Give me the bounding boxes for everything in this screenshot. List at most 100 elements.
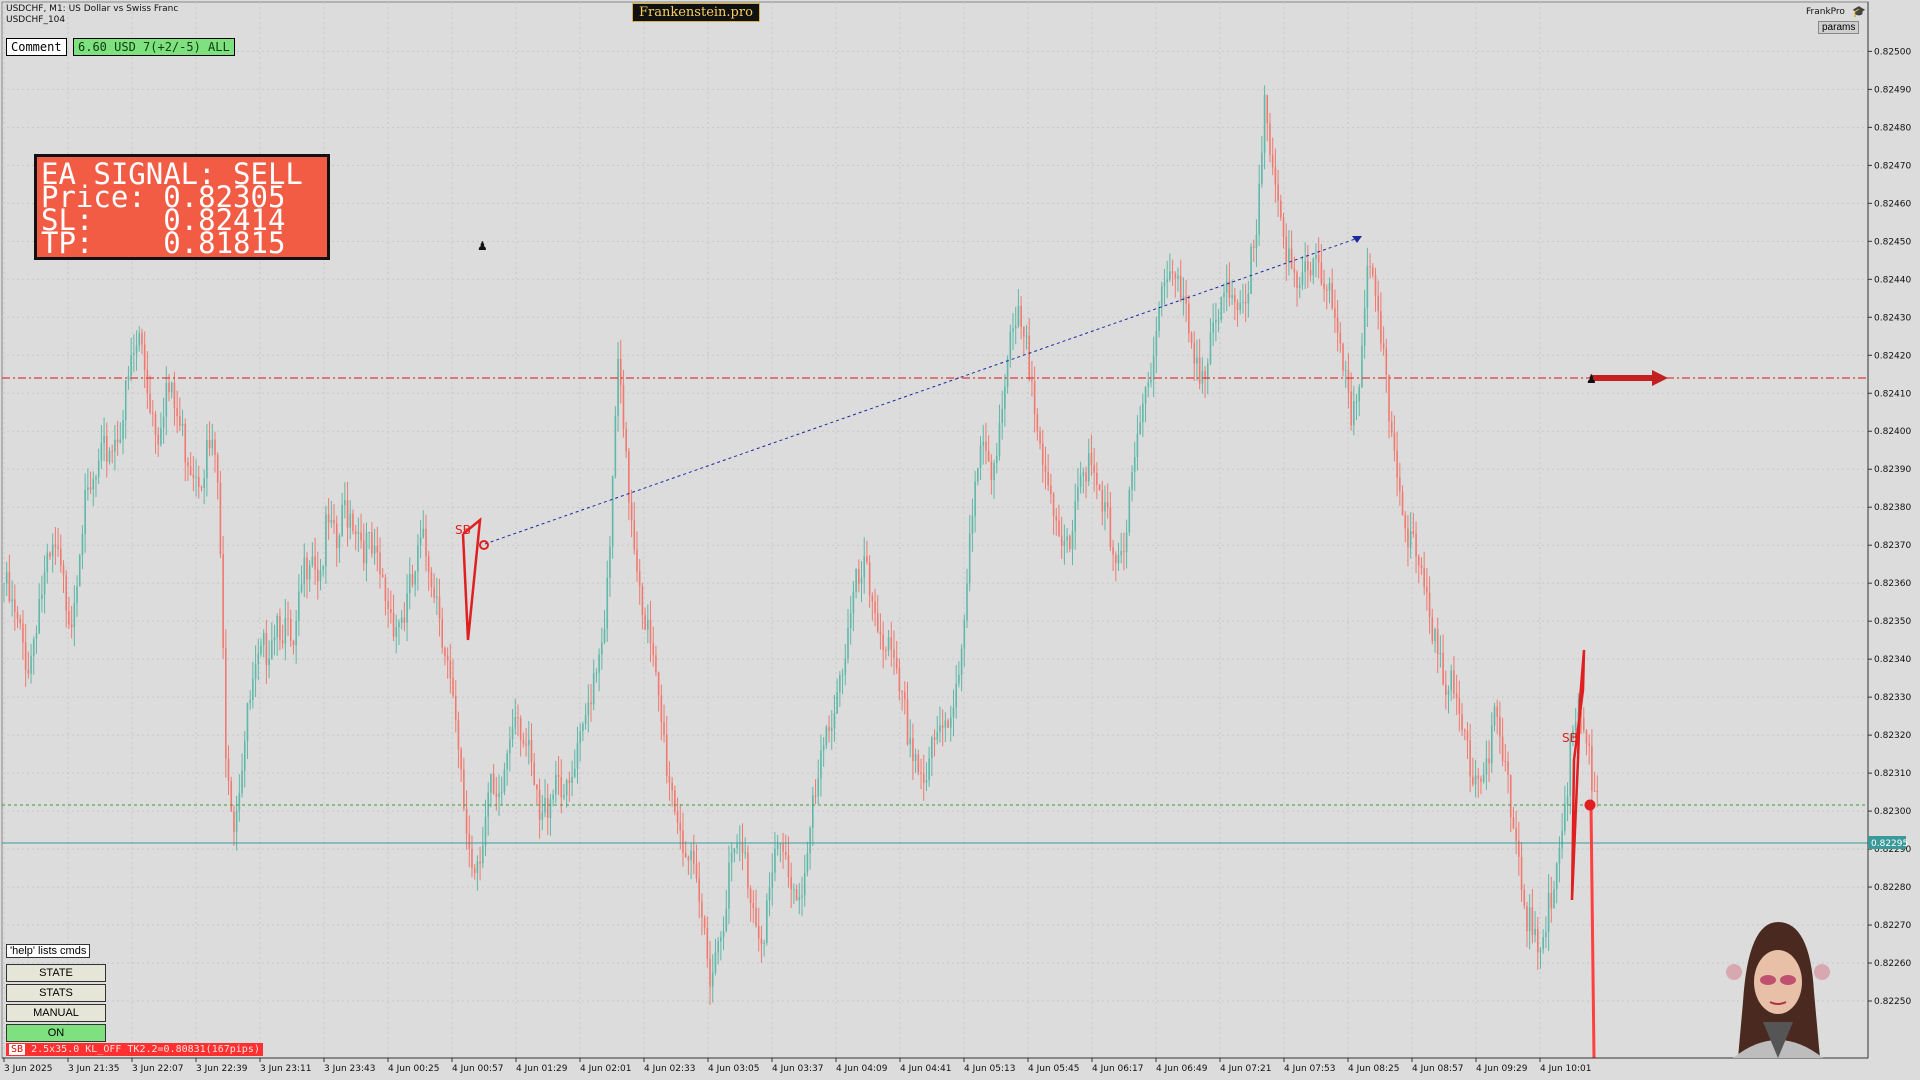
candle-body — [917, 754, 920, 773]
candle-body — [1401, 491, 1404, 516]
candle-body — [698, 877, 701, 902]
candle-body — [1550, 893, 1553, 909]
time-tick-label: 4 Jun 01:29 — [516, 1064, 568, 1074]
candle-body — [1588, 743, 1590, 746]
candle-body — [806, 853, 809, 873]
candle-body — [1371, 266, 1374, 275]
candle-body — [979, 445, 982, 469]
candle-body — [530, 739, 533, 763]
candle-body — [1342, 343, 1344, 371]
candle-body — [292, 640, 295, 646]
candle-body — [1052, 493, 1055, 517]
candle-body — [1255, 234, 1258, 249]
candle-body — [1455, 693, 1458, 699]
candle-body — [1120, 551, 1122, 556]
candle-body — [62, 565, 65, 576]
price-tick-label: 0.82420 — [1874, 351, 1911, 361]
frankpro-label: FrankPro — [1806, 7, 1845, 17]
price-tick-label: 0.82330 — [1874, 693, 1911, 703]
candle-body — [839, 675, 841, 693]
candle-body — [1485, 758, 1488, 775]
trade-connector-line — [484, 237, 1359, 545]
time-tick-label: 3 Jun 22:07 — [132, 1064, 183, 1074]
candle-body — [1417, 556, 1420, 566]
candle-body — [720, 937, 722, 942]
params-button[interactable]: params — [1818, 21, 1860, 34]
candle-body — [108, 451, 111, 462]
candle-body — [1252, 246, 1255, 249]
candle-body — [898, 668, 901, 691]
candle-body — [844, 658, 847, 675]
candle-body — [649, 619, 652, 644]
candle-body — [563, 795, 565, 798]
candle-body — [1179, 275, 1182, 301]
brand-label[interactable]: Frankenstein.pro — [632, 3, 760, 22]
candle-body — [876, 613, 879, 632]
candle-body — [1114, 554, 1117, 564]
candle-body — [1453, 670, 1455, 694]
candle-body — [977, 468, 979, 482]
candle-body — [963, 620, 966, 649]
candle-body — [1317, 254, 1320, 263]
candle-body — [1580, 712, 1582, 718]
candle-body — [436, 596, 438, 598]
candle-body — [1363, 307, 1366, 346]
candle-body — [279, 616, 281, 641]
candle-body — [576, 742, 579, 769]
candle-body — [371, 532, 373, 554]
candle-body — [1093, 465, 1095, 473]
candle-body — [490, 773, 492, 793]
candle-body — [1193, 342, 1196, 364]
candle-body — [914, 754, 917, 761]
candle-body — [1442, 653, 1444, 685]
candle-body — [1436, 629, 1439, 655]
candle-body — [41, 594, 43, 599]
sell-signal-marker-1 — [461, 517, 482, 641]
on-button[interactable]: ON — [6, 1024, 106, 1042]
candle-body — [933, 737, 936, 740]
candle-body — [655, 655, 657, 673]
candle-body — [57, 546, 59, 549]
candle-body — [511, 727, 514, 740]
state-button[interactable]: STATE — [6, 964, 106, 982]
candle-body — [557, 774, 560, 777]
candle-body — [812, 795, 814, 829]
candle-body — [1409, 530, 1412, 548]
candle-body — [249, 700, 251, 703]
candle-body — [1242, 301, 1244, 303]
candle-body — [1298, 285, 1301, 288]
price-tick-label: 0.82490 — [1874, 85, 1911, 95]
candle-body — [1428, 592, 1431, 618]
candle-body — [219, 482, 222, 555]
candle-body — [960, 648, 963, 675]
candle-body — [398, 622, 400, 628]
candle-body — [711, 972, 714, 987]
candle-body — [276, 616, 279, 638]
candle-body — [32, 639, 35, 657]
candle-body — [633, 520, 636, 550]
stats-button[interactable]: STATS — [6, 984, 106, 1002]
candle-body — [890, 637, 893, 650]
candle-body — [1358, 386, 1361, 402]
time-tick-label: 4 Jun 03:37 — [772, 1064, 823, 1074]
candle-body — [1250, 246, 1252, 294]
candle-body — [1350, 391, 1352, 426]
candle-body — [782, 843, 784, 853]
candle-body — [579, 731, 581, 743]
candle-body — [573, 768, 576, 777]
candle-body — [968, 533, 971, 584]
candle-body — [441, 619, 444, 648]
time-tick-label: 4 Jun 06:49 — [1156, 1064, 1208, 1074]
candle-body — [803, 872, 806, 896]
candle-body — [1063, 540, 1066, 546]
candle-body — [625, 428, 627, 452]
candle-body — [830, 728, 833, 731]
candle-body — [660, 695, 663, 723]
candle-body — [411, 573, 414, 585]
candle-body — [97, 460, 100, 477]
manual-button[interactable]: MANUAL — [6, 1004, 106, 1022]
candle-body — [1087, 453, 1090, 482]
candle-body — [246, 702, 249, 742]
time-tick-label: 4 Jun 06:17 — [1092, 1064, 1143, 1074]
